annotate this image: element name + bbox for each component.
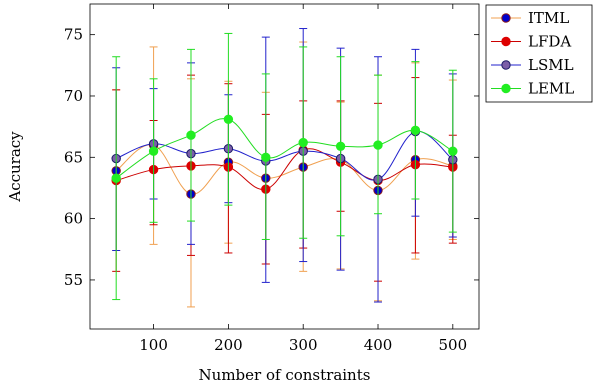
legend-entry: LFDA bbox=[491, 33, 571, 51]
series-line bbox=[115, 118, 454, 179]
series-line bbox=[115, 131, 454, 181]
y-tick-label: 75 bbox=[64, 26, 83, 44]
data-point bbox=[298, 137, 308, 148]
x-tick-label: 500 bbox=[438, 336, 467, 354]
legend-label: LSML bbox=[528, 56, 574, 74]
plot-frame bbox=[89, 3, 480, 330]
data-point bbox=[335, 141, 346, 151]
x-tick-label: 200 bbox=[214, 336, 243, 354]
data-point bbox=[410, 125, 421, 136]
legend-label: LEML bbox=[528, 80, 574, 98]
x-tick-label: 400 bbox=[364, 336, 393, 354]
y-tick-label: 55 bbox=[64, 271, 83, 289]
data-point bbox=[261, 152, 271, 163]
axes: 100 200 300 400 500 55 60 65 70 75 bbox=[64, 3, 480, 354]
legend-marker bbox=[501, 13, 511, 23]
y-tick-label: 70 bbox=[64, 87, 83, 105]
series-line bbox=[116, 148, 453, 190]
plot-area bbox=[111, 28, 458, 308]
series-itml bbox=[111, 41, 458, 308]
legend-entry: ITML bbox=[491, 9, 569, 27]
series-lsml bbox=[111, 28, 458, 303]
legend-entry: LSML bbox=[491, 56, 574, 74]
data-point bbox=[186, 130, 196, 140]
x-tick-label: 100 bbox=[139, 336, 168, 354]
y-axis-label: Accuracy bbox=[6, 131, 24, 203]
legend-label: LFDA bbox=[528, 33, 571, 51]
y-tick-label: 60 bbox=[64, 210, 83, 228]
data-point bbox=[223, 114, 234, 124]
legend-entry: LEML bbox=[491, 80, 574, 98]
data-point bbox=[148, 146, 159, 156]
legend-marker bbox=[501, 60, 511, 70]
y-tick-label: 65 bbox=[64, 148, 83, 166]
series-lfda bbox=[111, 74, 458, 282]
legend: ITML LFDA LSML LEML bbox=[485, 4, 593, 103]
data-point bbox=[448, 146, 458, 156]
data-point bbox=[111, 173, 121, 183]
series-leml bbox=[111, 32, 458, 301]
x-tick-label: 300 bbox=[289, 336, 318, 354]
x-axis-label: Number of constraints bbox=[199, 366, 371, 384]
legend-marker bbox=[501, 36, 511, 47]
legend-marker bbox=[501, 83, 511, 94]
legend-label: ITML bbox=[528, 9, 569, 27]
data-point bbox=[373, 140, 383, 150]
